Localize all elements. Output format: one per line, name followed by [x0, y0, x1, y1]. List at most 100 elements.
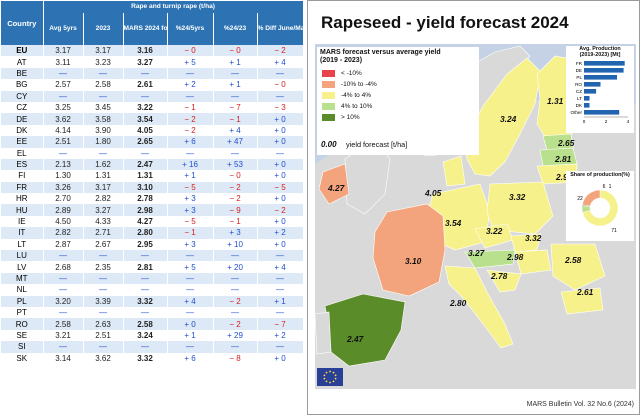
table-cell: — [43, 306, 84, 319]
table-row: NL — — — — — — [1, 284, 304, 296]
table-cell: 3.45 [83, 101, 124, 114]
legend-label: -4% to 4% [341, 91, 371, 99]
table-cell: — [167, 147, 214, 159]
production-category-label: FR [576, 61, 583, 66]
table-cell: + 0 [257, 215, 304, 228]
country-code: IE [1, 215, 44, 228]
legend-item: 4% to 10% [322, 102, 372, 110]
table-cell: + 3 [167, 204, 214, 216]
map-panel: Rapeseed - yield forecast 2024 [307, 0, 640, 415]
table-cell: 3.23 [83, 56, 124, 68]
yield-label: 3.54 [445, 218, 462, 228]
column-header: % Diff June/May [257, 13, 304, 45]
table-cell: 1.31 [83, 170, 124, 182]
legend-label: < -10% [341, 69, 362, 77]
table-cell: 2.78 [123, 193, 168, 205]
country-code: LU [1, 250, 44, 262]
table-cell: 3.21 [43, 329, 84, 342]
table-cell: 3.26 [43, 181, 84, 194]
share-slice-label: 6 [603, 184, 606, 190]
table-cell: — [43, 250, 84, 262]
table-cell: − 8 [213, 352, 258, 364]
legend-swatch [322, 69, 335, 77]
france-region [372, 203, 446, 297]
table-cell: 3.32 [123, 352, 168, 364]
table-row: EU 3.17 3.17 3.16− 0− 0− 2 [1, 45, 304, 57]
table-cell: 2.89 [43, 204, 84, 216]
table-cell: − 9 [213, 204, 258, 216]
column-header: 2023 [83, 13, 124, 45]
table-cell: 2.68 [43, 261, 84, 273]
table-cell: 3.24 [123, 329, 168, 342]
table-cell: 2.47 [123, 158, 168, 171]
table-cell: + 47 [213, 136, 258, 148]
table-cell: — [83, 284, 124, 296]
legend-title-line2: (2019 - 2023) [320, 57, 363, 64]
table-cell: — [43, 67, 84, 80]
table-cell: + 0 [257, 136, 304, 148]
table-cell: 2.71 [83, 227, 124, 239]
table-cell: + 1 [257, 295, 304, 307]
country-code: BG [1, 79, 44, 91]
table-cell: — [167, 272, 214, 285]
country-code: RO [1, 318, 44, 330]
table-row: DK 4.14 3.90 4.05− 2 + 4 + 0 [1, 124, 304, 137]
country-code: SE [1, 329, 44, 342]
table-cell: — [213, 90, 258, 102]
table-cell: — [123, 272, 168, 285]
country-code: SK [1, 352, 44, 364]
table-cell: 3.54 [123, 113, 168, 125]
table-cell: 4.50 [43, 215, 84, 228]
table-cell: — [213, 341, 258, 353]
country-code: DE [1, 113, 44, 125]
yield-label: 2.81 [554, 154, 572, 164]
table-cell: 2.58 [83, 79, 124, 91]
table-cell: — [123, 90, 168, 102]
table-cell: — [257, 284, 304, 296]
table-cell: + 1 [167, 329, 214, 342]
yield-label: 2.58 [564, 255, 582, 265]
legend-label: -10% to -4% [341, 80, 377, 88]
table-cell: — [257, 90, 304, 102]
table-cell: + 4 [167, 295, 214, 307]
table-cell: 3.25 [43, 101, 84, 114]
table-row: DE 3.62 3.58 3.54− 2− 1 + 0 [1, 113, 304, 125]
production-category-label: CZ [576, 89, 582, 94]
production-chart: Avg. Production (2019-2023) [Mt] FR DE PL R… [566, 46, 634, 133]
table-cell: 1.62 [83, 158, 124, 171]
country-code: PT [1, 306, 44, 319]
table-row: EL — — — — — — [1, 147, 304, 159]
table-cell: + 10 [213, 238, 258, 251]
table-cell: 2.80 [123, 227, 168, 239]
production-bar [584, 61, 625, 66]
table-row: IT 2.82 2.71 2.80− 1 + 3 + 2 [1, 227, 304, 239]
table-cell: + 0 [167, 318, 214, 330]
table-cell: + 0 [257, 113, 304, 125]
table-cell: — [257, 147, 304, 159]
table-cell: 2.51 [43, 136, 84, 148]
table-cell: − 2 [213, 295, 258, 307]
table-cell: — [83, 341, 124, 353]
table-cell: + 0 [257, 158, 304, 171]
table-cell: 3.62 [83, 352, 124, 364]
romania-region [550, 243, 606, 291]
yield-label: 1.31 [547, 96, 564, 106]
table-cell: — [83, 147, 124, 159]
country-code: CZ [1, 101, 44, 114]
table-cell: − 5 [167, 181, 214, 194]
table-cell: 3.11 [43, 56, 84, 68]
table-cell: — [167, 306, 214, 319]
table-cell: 3.14 [43, 352, 84, 364]
table-row: CZ 3.25 3.45 3.22− 1− 7− 3 [1, 101, 304, 114]
table-cell: 2.81 [123, 261, 168, 273]
yield-label: 3.22 [486, 226, 503, 236]
table-cell: — [123, 67, 168, 80]
country-code: ES [1, 158, 44, 171]
table-cell: + 1 [213, 56, 258, 68]
country-code: HR [1, 193, 44, 205]
table-row: EE 2.51 1.80 2.65 + 6 + 47 + 0 [1, 136, 304, 148]
yield-label: 3.32 [525, 233, 542, 243]
table-row: FI 1.30 1.31 1.31 + 1− 0 + 0 [1, 170, 304, 182]
legend-label: > 10% [341, 113, 360, 121]
